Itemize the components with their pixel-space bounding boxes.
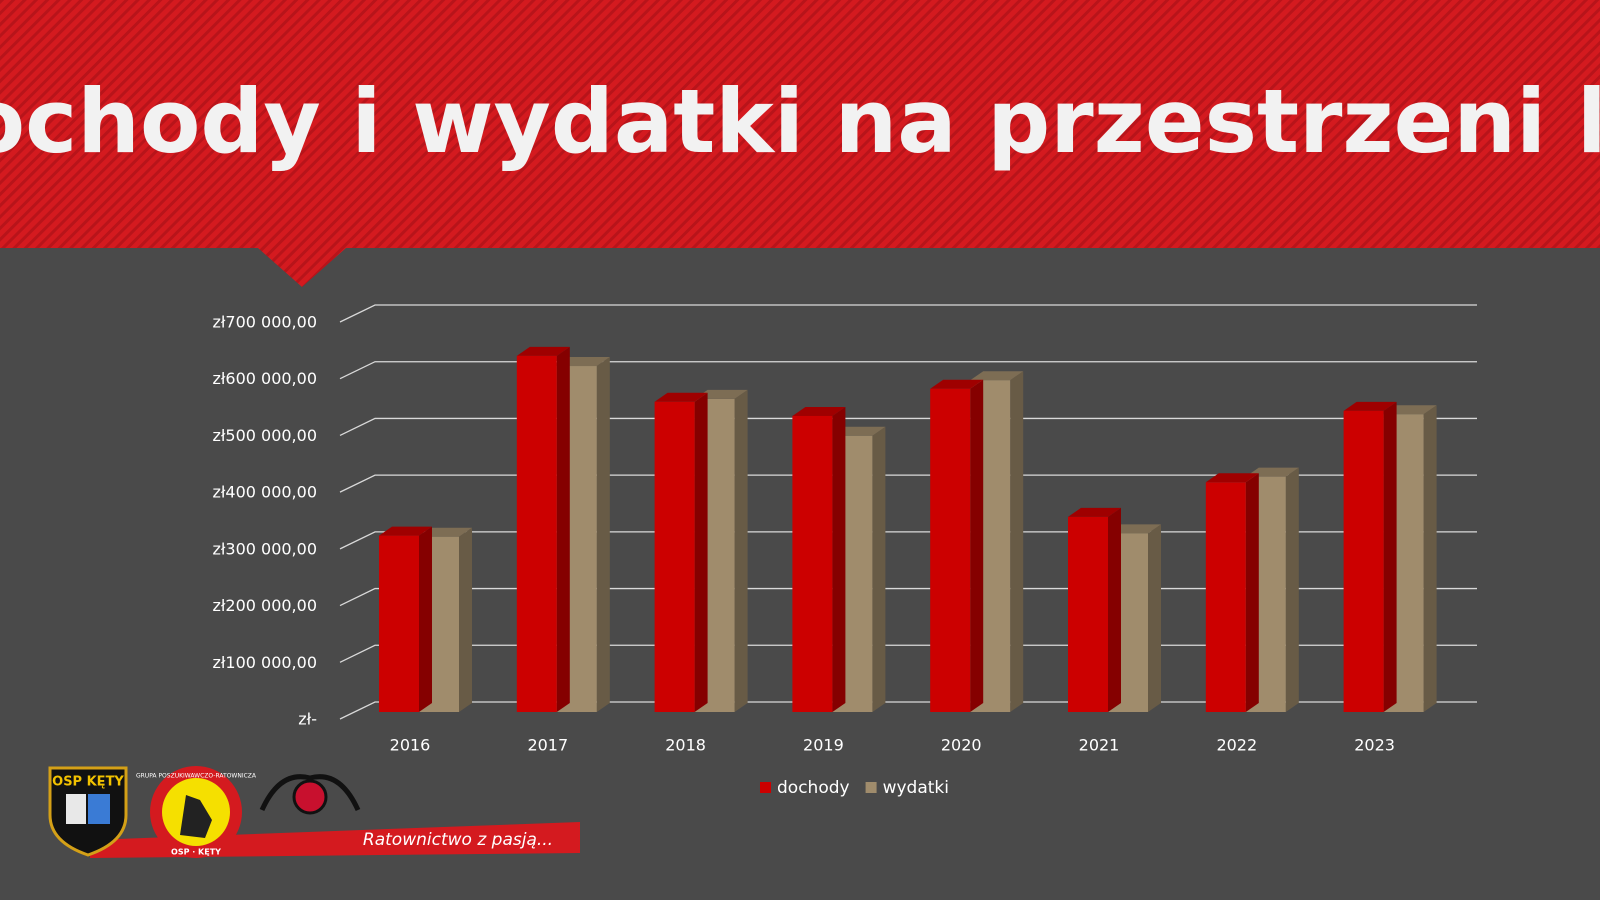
x-tick-label: 2016 [390, 736, 431, 755]
grid-line [339, 304, 1477, 323]
bar-side [596, 357, 610, 712]
bar-top [556, 357, 610, 367]
third-logo-arms [259, 774, 361, 812]
bar [379, 526, 432, 712]
footer: Ratownictwo z pasją... OSP KĘTY GRUPA PO… [48, 766, 580, 858]
y-tick-label: zł200 000,00 [212, 596, 317, 615]
bar-top [419, 527, 472, 537]
bar-top [1245, 467, 1299, 477]
header-band [0, 0, 1600, 287]
y-tick-label: zł100 000,00 [212, 653, 317, 672]
x-tick-label: 2021 [1079, 736, 1120, 755]
legend-label: dochody [777, 778, 850, 798]
bar-top [694, 389, 748, 399]
bar-front [516, 355, 557, 712]
bar-side [694, 392, 708, 712]
bar-side [419, 526, 432, 712]
bar [792, 406, 846, 712]
bar-side [832, 406, 846, 712]
bar-front [1343, 410, 1384, 712]
chart: zł-zł100 000,00 zł200 000,00 zł300 000,00 z… [212, 304, 1477, 798]
bar [1205, 473, 1259, 712]
bar-side [1148, 524, 1161, 712]
grid-line [339, 474, 1477, 493]
badge-right [88, 794, 110, 824]
bar [1068, 507, 1121, 712]
bar-front [379, 535, 419, 712]
third-logo [292, 779, 328, 815]
bar-top [1108, 524, 1161, 534]
legend-swatch [865, 782, 877, 793]
bar-side [1245, 473, 1259, 712]
badge-left [66, 794, 86, 824]
bar-side [1010, 371, 1024, 712]
x-tick-label: 2019 [803, 736, 844, 755]
bar-top [1383, 405, 1437, 415]
bar-side [1108, 507, 1121, 712]
bar-side [459, 527, 472, 712]
bar-top [379, 526, 432, 536]
x-tick-label: 2023 [1354, 736, 1395, 755]
y-tick-label: zł600 000,00 [212, 369, 317, 388]
bar-side [734, 389, 748, 712]
bar-side [556, 346, 570, 712]
bar [930, 379, 984, 712]
y-tick-label: zł300 000,00 [212, 539, 317, 558]
bar-top [970, 371, 1024, 381]
bar-top [792, 406, 846, 416]
y-tick-label: zł400 000,00 [212, 483, 317, 502]
bar-side [1285, 467, 1299, 712]
y-tick-label: zł500 000,00 [212, 426, 317, 445]
bar [516, 346, 570, 712]
bar [654, 392, 708, 712]
badge-text: OSP KĘTY [52, 775, 124, 790]
legend-swatch [760, 782, 771, 793]
bar-front [792, 415, 833, 712]
circle-bottom-text: OSP · KĘTY [171, 848, 221, 857]
bar-front [654, 401, 695, 712]
bar-top [654, 392, 708, 402]
circle-top-text: GRUPA POSZUKIWAWCZO-RATOWNICZA [136, 773, 257, 780]
dog-icon [180, 795, 212, 838]
legend-label: wydatki [883, 778, 949, 798]
x-tick-label: 2017 [527, 736, 568, 755]
x-tick-label: 2022 [1216, 736, 1257, 755]
bar-front [930, 388, 971, 712]
bar-top [1205, 473, 1259, 483]
bar-top [1068, 507, 1121, 517]
bar-side [1423, 405, 1437, 712]
grid-line [339, 361, 1477, 380]
x-tick-label: 2018 [665, 736, 706, 755]
slogan: Ratownictwo z pasją... [363, 830, 553, 850]
grid-line [339, 417, 1477, 437]
bar-top [930, 379, 984, 389]
bar-front [1205, 482, 1246, 712]
x-tick-label: 2020 [941, 736, 982, 755]
bar-front [1068, 516, 1108, 712]
bar-top [516, 346, 570, 356]
bar-top [832, 426, 886, 436]
y-tick-label: zł- [298, 710, 317, 729]
bar-side [872, 426, 886, 712]
bar-top [1343, 401, 1397, 411]
bar [1343, 401, 1397, 712]
slide-title: Dochody i wydatki na przestrzeni lat [0, 70, 1600, 173]
bar-side [970, 379, 984, 712]
bar-side [1383, 401, 1397, 712]
y-tick-label: zł700 000,00 [212, 313, 317, 332]
